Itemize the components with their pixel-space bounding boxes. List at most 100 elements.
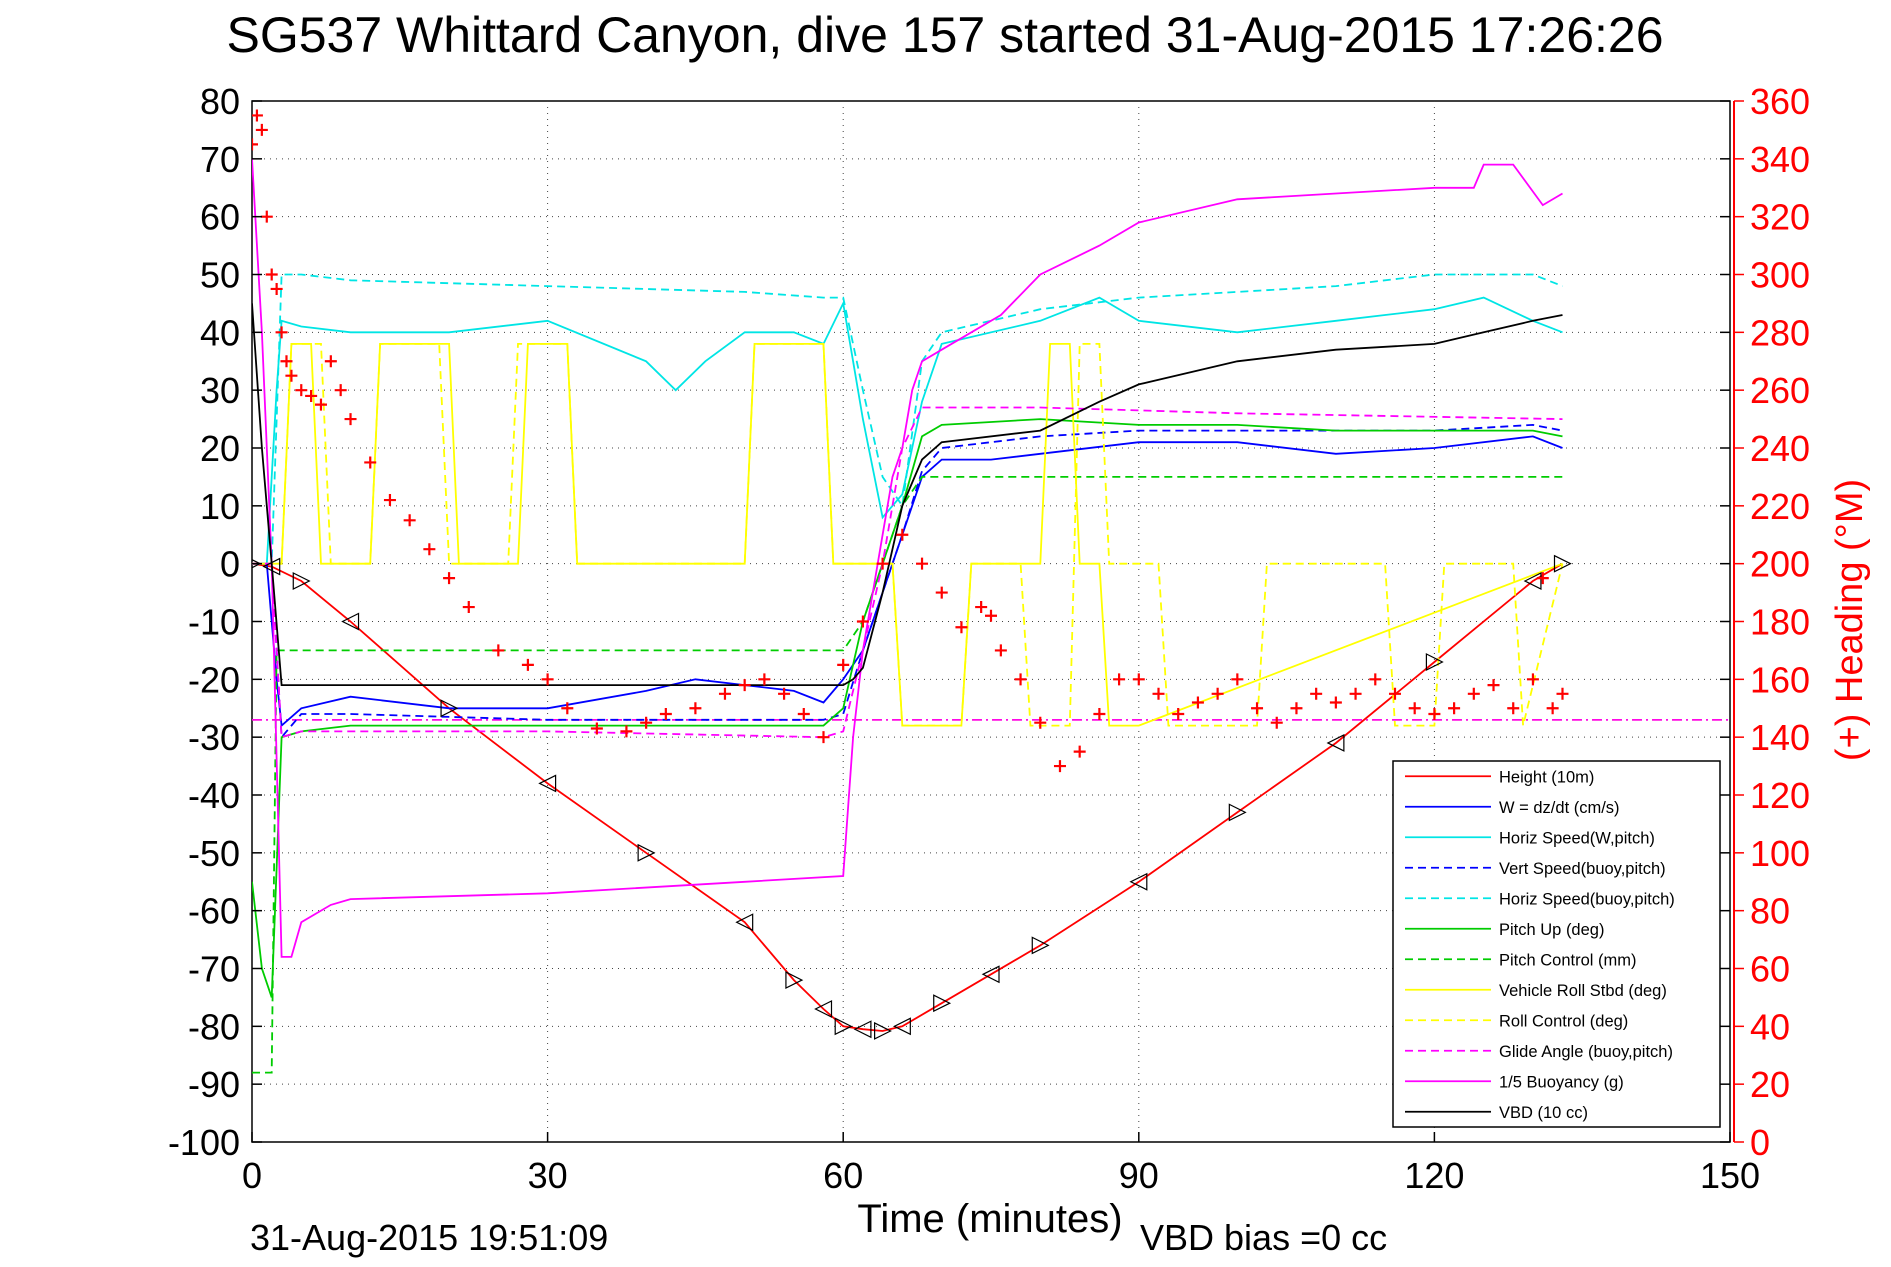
heading-marker (521, 658, 534, 671)
heading-marker (856, 615, 869, 628)
heading-marker (985, 609, 997, 622)
height-marker (1523, 572, 1542, 590)
right-axis-tick-label: 220 (1750, 486, 1810, 527)
heading-marker (837, 658, 850, 671)
heading-marker (305, 389, 318, 402)
heading-marker (1113, 673, 1126, 686)
chart-title: SG537 Whittard Canyon, dive 157 started … (226, 7, 1663, 63)
heading-marker (1369, 673, 1382, 686)
heading-marker (295, 384, 308, 397)
right-axis-tick-label: 280 (1750, 312, 1810, 353)
heading-marker (1448, 702, 1461, 715)
heading-marker (975, 601, 988, 614)
heading-marker (1408, 702, 1421, 715)
right-axis-tick-label: 320 (1750, 197, 1810, 238)
height-marker (933, 994, 952, 1013)
heading-marker (275, 326, 288, 339)
height-marker (1326, 733, 1345, 752)
heading-marker (265, 268, 278, 281)
heading-marker (994, 644, 1007, 657)
left-axis-tick-label: 30 (200, 370, 240, 411)
heading-marker (916, 557, 929, 570)
left-axis-tick-label: -20 (188, 659, 240, 700)
heading-marker (1270, 716, 1283, 729)
heading-marker (1251, 702, 1264, 715)
left-axis-tick-label: 70 (200, 139, 240, 180)
legend-entry-label: VBD (10 cc) (1499, 1104, 1588, 1122)
heading-marker (260, 210, 273, 223)
height-marker (853, 1020, 872, 1039)
heading-marker (324, 355, 337, 368)
heading-marker (896, 528, 909, 541)
height-marker (874, 1021, 892, 1040)
heading-marker (935, 586, 948, 599)
heading-marker (1231, 673, 1244, 686)
heading-marker (817, 731, 830, 744)
heading-marker (1556, 687, 1569, 700)
heading-marker (255, 123, 268, 136)
heading-marker (270, 282, 283, 295)
right-axis-tick-label: 0 (1750, 1122, 1770, 1163)
right-axis-tick-label: 340 (1750, 139, 1810, 180)
height-marker (1228, 803, 1247, 822)
left-axis-tick-label: 20 (200, 428, 240, 469)
series-line-5 (252, 273, 1563, 565)
heading-marker (1093, 708, 1106, 721)
heading-marker (403, 514, 416, 527)
footer-vbd-bias: VBD bias =0 cc (1140, 1217, 1387, 1258)
heading-marker (1152, 687, 1165, 700)
legend-entry-label: Vehicle Roll Stbd (deg) (1499, 982, 1667, 1000)
heading-marker (364, 456, 377, 469)
legend-entry-label: 1/5 Buoyancy (g) (1499, 1073, 1624, 1091)
right-axis-tick-label: 360 (1750, 81, 1810, 122)
height-marker (981, 965, 1000, 984)
left-axis-tick-label: 80 (200, 81, 240, 122)
left-axis-tick-label: -100 (168, 1122, 240, 1163)
x-axis-tick-label: 90 (1119, 1155, 1159, 1196)
series-line-4 (252, 423, 1563, 740)
heading-marker (492, 644, 505, 657)
height-marker (1425, 653, 1444, 671)
right-axis-label: (+) Heading (°M) (1829, 479, 1871, 761)
legend-entry-label: Horiz Speed(W,pitch) (1499, 829, 1655, 847)
left-axis-tick-label: -10 (188, 602, 240, 643)
heading-marker (1014, 673, 1027, 686)
left-axis-tick-label: 0 (220, 544, 240, 585)
left-axis-tick-label: 50 (200, 255, 240, 296)
heading-marker (1388, 687, 1401, 700)
heading-marker (1310, 687, 1323, 700)
legend-entry-label: Height (10m) (1499, 768, 1594, 786)
height-marker (735, 913, 754, 932)
height-marker (834, 1017, 853, 1036)
heading-marker (344, 413, 357, 426)
heading-marker (1487, 679, 1500, 692)
heading-marker (1507, 702, 1520, 715)
left-axis-tick-label: -60 (188, 891, 240, 932)
height-marker (637, 843, 656, 862)
heading-marker (252, 138, 258, 151)
left-axis-tick-label: -30 (188, 717, 240, 758)
heading-marker (689, 702, 702, 715)
left-axis-tick-label: 10 (200, 486, 240, 527)
series-line-11 (252, 158, 1563, 958)
left-axis-tick-label: -70 (188, 949, 240, 990)
heading-marker (620, 725, 633, 738)
heading-marker (659, 708, 672, 721)
left-axis-tick-label: 60 (200, 197, 240, 238)
x-axis-tick-label: 60 (823, 1155, 863, 1196)
left-axis-tick-label: -90 (188, 1064, 240, 1105)
left-axis-tick-label: -40 (188, 775, 240, 816)
heading-marker (876, 557, 889, 570)
x-axis-tick-label: 0 (242, 1155, 262, 1196)
height-marker (1129, 872, 1148, 891)
right-axis-tick-label: 300 (1750, 255, 1810, 296)
x-axis-tick-label: 30 (528, 1155, 568, 1196)
legend-entry-label: Pitch Control (mm) (1499, 951, 1637, 969)
heading-marker (1053, 760, 1066, 773)
heading-marker (955, 621, 968, 634)
left-axis-tick-label: -50 (188, 833, 240, 874)
heading-marker (738, 679, 751, 692)
heading-marker (1546, 702, 1559, 715)
right-axis-tick-label: 260 (1750, 370, 1810, 411)
